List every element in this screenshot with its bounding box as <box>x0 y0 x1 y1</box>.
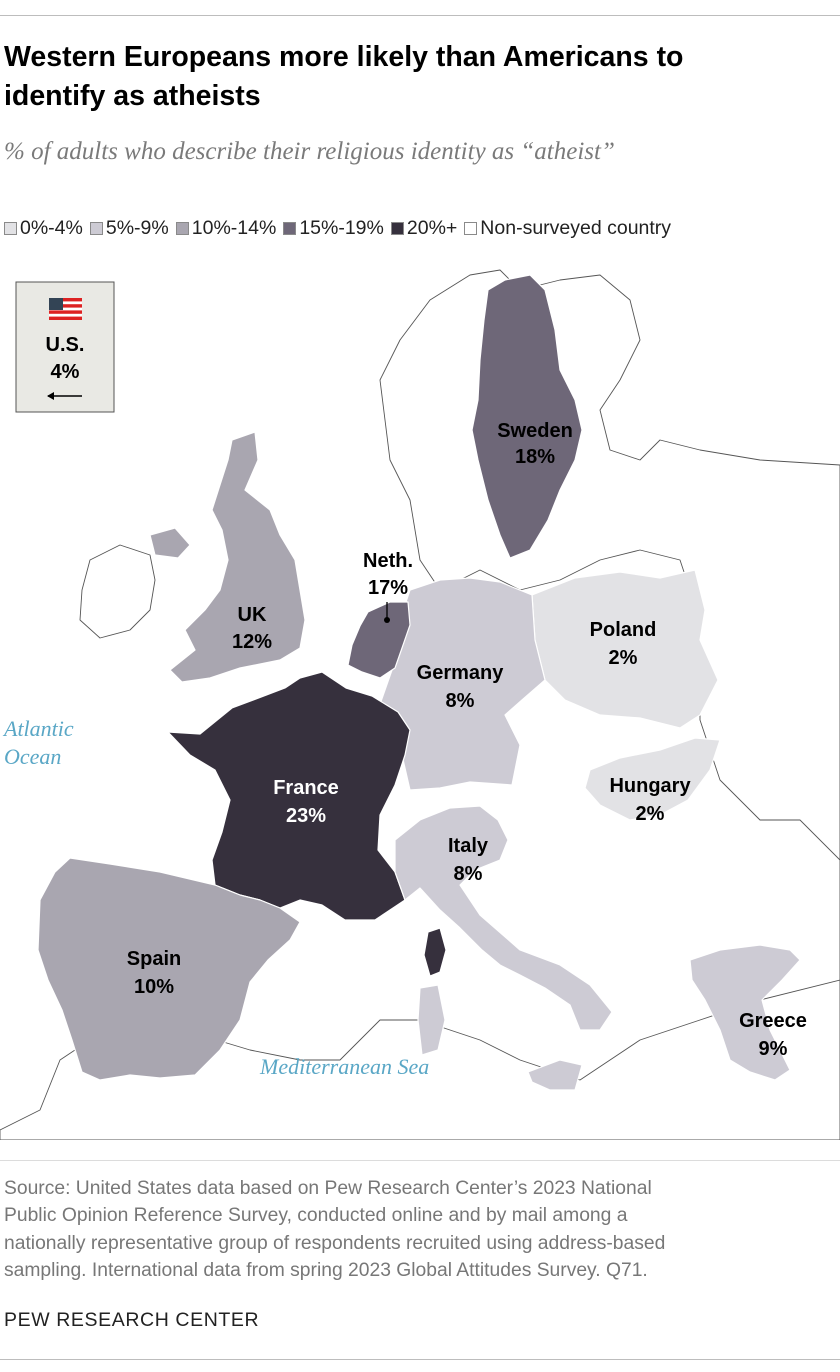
sweden-value: 18% <box>515 446 555 468</box>
germany-value: 8% <box>446 690 475 712</box>
uk-name: UK <box>238 604 267 626</box>
spain-value: 10% <box>134 976 174 998</box>
spain-label: Spain 10% <box>127 948 181 998</box>
sweden-label: Sweden 18% <box>497 420 573 468</box>
greece-value: 9% <box>759 1038 788 1060</box>
atlantic-line-1: Atlantic <box>2 716 74 741</box>
sicily-region <box>527 1059 583 1091</box>
hungary-value: 2% <box>636 803 665 825</box>
sweden-name: Sweden <box>497 420 573 442</box>
legend-swatch <box>283 221 297 235</box>
legend-item: 0%-4% <box>4 217 83 240</box>
europe-map: U.S. 4% Sweden 18% Neth. 17% UK 12% Poland 2… <box>0 269 840 1140</box>
left-arrow-icon <box>47 392 82 400</box>
italy-region <box>394 805 613 1031</box>
legend-item: 15%-19% <box>283 217 384 240</box>
poland-name: Poland <box>590 619 657 641</box>
netherlands-label: Neth. 17% <box>363 550 413 599</box>
us-inset: U.S. 4% <box>15 281 115 413</box>
publisher-footer: PEW RESEARCH CENTER <box>4 1309 260 1331</box>
legend: 0%-4% 5%-9% 10%-14% 15%-19% 20%+ Non-sur… <box>4 213 671 243</box>
germany-name: Germany <box>417 662 505 684</box>
atlantic-line-2: Ocean <box>4 744 61 769</box>
italy-label: Italy 8% <box>448 835 489 885</box>
chart-title: Western Europeans more likely than Ameri… <box>4 38 824 116</box>
legend-label: 20%+ <box>406 216 458 239</box>
netherlands-region <box>347 601 411 679</box>
sardinia-region <box>417 984 446 1056</box>
poland-label: Poland 2% <box>590 619 657 669</box>
title-line-2: identify as atheists <box>4 80 261 112</box>
legend-item: 5%-9% <box>89 216 169 240</box>
legend-swatch <box>89 221 103 235</box>
greece-region <box>689 944 801 1081</box>
map-bottom-rule <box>0 1160 840 1161</box>
source-line: nationally representative group of respo… <box>4 1232 666 1254</box>
legend-label: Non-surveyed country <box>480 216 672 239</box>
northern-ireland-region <box>149 527 191 559</box>
title-line-1: Western Europeans more likely than Ameri… <box>4 41 684 73</box>
legend-label: 10%-14% <box>191 216 277 239</box>
neth-leader-dot <box>384 617 390 623</box>
legend-swatch <box>390 221 404 235</box>
france-name: France <box>273 777 339 799</box>
source-line: Source: United States data based on Pew … <box>4 1178 652 1199</box>
hungary-region <box>584 737 721 821</box>
poland-value: 2% <box>609 647 638 669</box>
legend-item: 10%-14% <box>175 216 277 240</box>
legend-item: 20%+ <box>390 216 458 240</box>
france-value: 23% <box>286 805 326 827</box>
ireland-region <box>79 544 156 639</box>
legend-swatch <box>4 221 17 235</box>
atlantic-label: Atlantic Ocean <box>2 716 74 769</box>
greece-label: Greece 9% <box>739 1010 807 1060</box>
legend-label: 5%-9% <box>105 216 169 239</box>
legend-label: 15%-19% <box>299 216 384 239</box>
netherlands-name: Neth. <box>363 550 413 572</box>
italy-value: 8% <box>454 863 483 885</box>
uk-region <box>169 431 306 683</box>
bottom-rule <box>0 1359 840 1360</box>
us-flag-icon <box>49 298 82 320</box>
source-line: sampling. International data from spring… <box>4 1260 648 1282</box>
source-note: Source: United States data based on Pew … <box>4 1175 804 1285</box>
top-rule <box>0 15 840 16</box>
germany-label: Germany 8% <box>417 662 505 712</box>
poland-region <box>531 569 719 729</box>
non-surveyed-land <box>0 269 840 1140</box>
mediterranean-label: Mediterranean Sea <box>259 1054 429 1079</box>
france-label: France 23% <box>273 777 339 827</box>
hungary-label: Hungary 2% <box>609 775 691 825</box>
corsica-region <box>423 927 447 977</box>
uk-label: UK 12% <box>232 604 272 653</box>
spain-region <box>37 857 301 1081</box>
legend-swatch <box>464 221 478 235</box>
italy-name: Italy <box>448 835 489 857</box>
legend-label: 0%-4% <box>20 216 83 239</box>
greece-name: Greece <box>739 1010 807 1032</box>
sweden-region <box>471 274 583 559</box>
legend-item: Non-surveyed country <box>464 217 671 240</box>
uk-value: 12% <box>232 631 272 653</box>
us-value-label: 4% <box>51 361 80 383</box>
spain-name: Spain <box>127 948 181 970</box>
germany-region <box>377 577 546 791</box>
chart-subtitle: % of adults who describe their religious… <box>4 138 615 165</box>
source-line: Public Opinion Reference Survey, conduct… <box>4 1205 628 1227</box>
hungary-name: Hungary <box>609 775 691 797</box>
legend-swatch <box>175 221 189 235</box>
netherlands-value: 17% <box>368 577 408 599</box>
us-country-label: U.S. <box>46 334 85 356</box>
